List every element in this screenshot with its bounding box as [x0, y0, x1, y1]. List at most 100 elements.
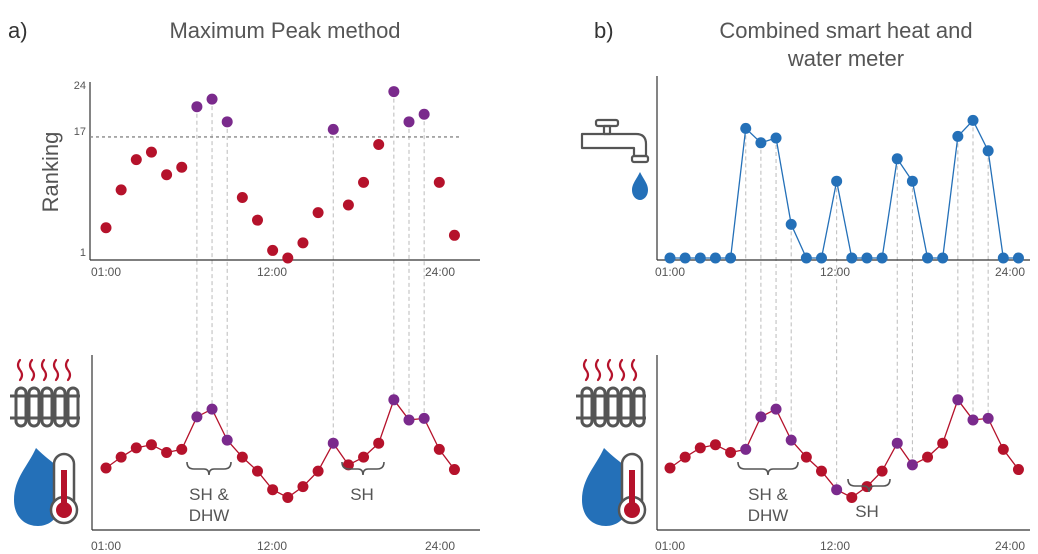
water-point: [800, 252, 812, 264]
water-point: [967, 114, 979, 126]
heat-b-series: [664, 394, 1024, 503]
heat-point: [770, 403, 782, 415]
water-chart: 01:00 12:00 24:00: [655, 76, 1030, 279]
ranking-point: [282, 252, 294, 264]
ranking-point: [358, 176, 370, 188]
heat-point: [725, 447, 737, 458]
water-point: [755, 137, 767, 149]
heat-point: [816, 465, 827, 477]
heat-point: [297, 481, 309, 493]
water-point: [937, 252, 949, 264]
heat-point: [252, 465, 263, 477]
heat-point: [694, 442, 706, 454]
heat-point: [221, 434, 233, 446]
heat-point: [755, 411, 767, 423]
ranking-point: [130, 154, 142, 166]
heat-a-annotation-2-line1: SH: [350, 485, 374, 504]
ranking-point: [418, 108, 430, 120]
heat-b-x-tick-mid: 12:00: [820, 539, 850, 553]
guide-lines: [196, 91, 989, 490]
heat-point: [433, 443, 445, 455]
heat-point: [967, 414, 979, 426]
ranking-point: [115, 184, 127, 196]
heat-point: [327, 437, 339, 449]
water-point: [952, 130, 964, 142]
panel-a: a) Maximum Peak method Ranking 24 17 1 0…: [8, 18, 480, 553]
heat-point: [161, 447, 173, 458]
heat-chart-b: 01:00 12:00 24:00 SH & DHW SH: [655, 355, 1030, 553]
water-drop-thermometer-icon: [582, 448, 647, 526]
heat-point: [997, 443, 1009, 455]
radiator-icon: [576, 358, 646, 428]
heat-b-annotations: SH & DHW SH: [737, 461, 891, 525]
heat-point: [709, 439, 721, 451]
water-drop-thermometer-icon: [14, 448, 79, 526]
heat-a-x-tick-start: 01:00: [91, 539, 121, 553]
ranking-point: [191, 101, 203, 113]
water-point: [846, 252, 858, 264]
heat-b-annotation-1-line2: DHW: [748, 506, 789, 525]
water-x-tick-end: 24:00: [995, 265, 1025, 279]
heat-point: [448, 464, 460, 476]
heat-point: [115, 451, 127, 463]
heat-point: [373, 437, 385, 449]
water-point: [876, 252, 888, 264]
heat-point: [358, 451, 370, 463]
water-point: [740, 122, 752, 134]
heat-point: [282, 491, 294, 503]
panel-b-letter: b): [594, 18, 614, 43]
heat-point: [664, 462, 676, 474]
water-line: [670, 119, 1019, 259]
ranking-point: [176, 161, 188, 173]
heat-point: [937, 437, 949, 449]
heat-point: [922, 451, 934, 463]
ranking-x-tick-end: 24:00: [425, 265, 455, 279]
water-x-tick-mid: 12:00: [820, 265, 850, 279]
ranking-point: [161, 169, 173, 181]
water-point: [770, 132, 782, 144]
ranking-point: [342, 199, 354, 211]
heat-point: [831, 484, 843, 496]
water-point: [664, 252, 676, 264]
water-tap-icon: [580, 118, 650, 200]
panel-b-title-line1: Combined smart heat and: [719, 18, 972, 43]
water-point: [1012, 252, 1024, 264]
heat-point: [785, 434, 797, 446]
ranking-point: [327, 123, 339, 135]
ranking-point: [145, 146, 157, 158]
water-point: [709, 252, 721, 264]
heat-point: [906, 459, 918, 471]
heat-point: [100, 462, 112, 474]
radiator-icon: [10, 358, 80, 428]
ranking-point: [100, 222, 112, 234]
ranking-x-tick-mid: 12:00: [257, 265, 287, 279]
ranking-y-tick-1: 1: [80, 247, 86, 259]
ranking-point: [403, 116, 415, 128]
ranking-point: [221, 116, 233, 128]
heat-point: [740, 443, 752, 455]
panel-b-title-line2: water meter: [787, 46, 904, 71]
panel-a-letter: a): [8, 18, 28, 43]
water-point: [891, 153, 903, 165]
water-point: [725, 252, 737, 264]
water-point: [997, 252, 1009, 264]
water-point: [906, 175, 918, 187]
ranking-y-label: Ranking: [38, 132, 63, 213]
water-point: [982, 145, 994, 157]
water-point: [816, 252, 827, 264]
water-point: [922, 252, 934, 264]
heat-point: [952, 394, 964, 406]
heat-point: [1012, 464, 1024, 476]
ranking-y-tick-17: 17: [74, 126, 86, 138]
heat-point: [418, 412, 430, 424]
water-point: [679, 252, 691, 264]
water-point: [694, 252, 706, 264]
heat-point: [312, 465, 324, 477]
heat-line: [105, 398, 455, 499]
brace-sh-b: [847, 478, 891, 493]
heat-point: [403, 414, 415, 426]
heat-point: [145, 439, 157, 451]
brace-sh-dhw-b: [737, 461, 799, 476]
heat-point: [206, 403, 218, 415]
